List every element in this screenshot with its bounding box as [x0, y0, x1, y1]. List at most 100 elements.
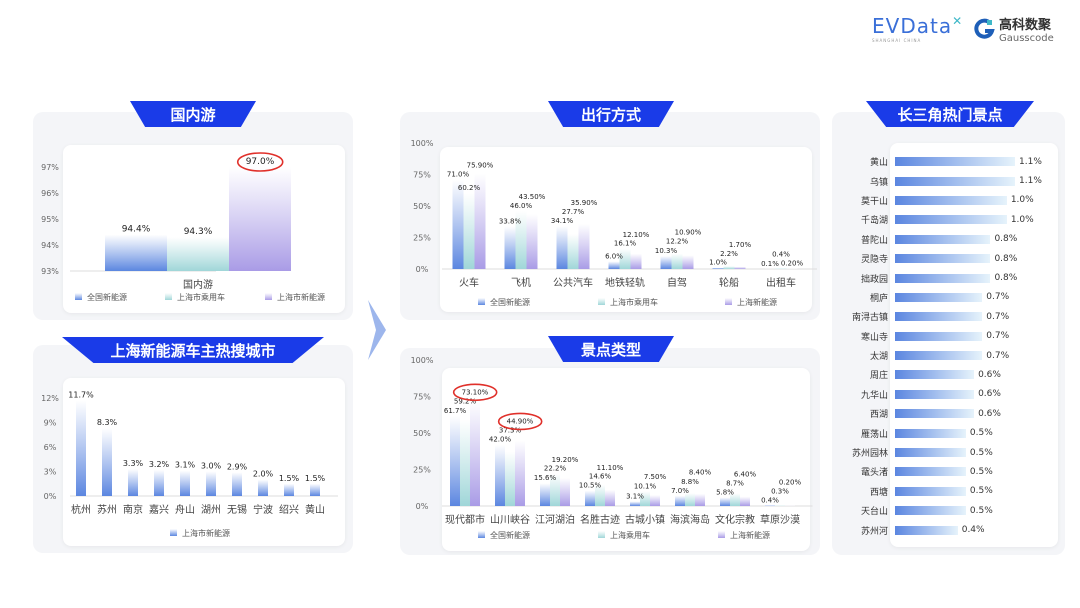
evdata-sub: SHANGHAI CHINA — [872, 38, 922, 43]
legend-label: 全国新能源 — [490, 297, 530, 307]
legend-swatch — [478, 298, 485, 305]
bar — [640, 491, 650, 506]
bar — [540, 483, 550, 506]
bar — [675, 495, 685, 506]
bar — [630, 501, 640, 506]
data-label: 75.90% — [467, 161, 494, 169]
data-label: 0.20% — [779, 479, 802, 487]
legend-label: 全国新能源 — [87, 292, 127, 302]
bar — [567, 234, 579, 269]
y-tick-label: 12% — [41, 394, 59, 403]
data-label: 2.2% — [720, 250, 738, 258]
ranking-bar — [895, 351, 983, 361]
legend-swatch — [165, 293, 172, 300]
legend-label: 上海市新能源 — [182, 528, 230, 538]
bar — [556, 226, 568, 269]
data-label: 16.1% — [614, 240, 637, 248]
ranking-value: 1.1% — [1019, 176, 1042, 187]
bar — [128, 469, 138, 496]
category-label: 江河湖泊 — [535, 514, 575, 526]
ranking-value: 0.5% — [969, 486, 993, 497]
legend-label: 上海乘用车 — [610, 530, 650, 540]
ranking-label: 苏州园林 — [851, 449, 888, 460]
ranking-label: 黄山 — [869, 158, 888, 169]
data-label: 1.0% — [709, 259, 727, 267]
legend-label: 上海市乘用车 — [177, 292, 225, 302]
ranking-value: 1.1% — [1019, 156, 1042, 167]
ranking-value: 1.0% — [1010, 195, 1034, 206]
data-label: 0.3% — [771, 488, 789, 496]
category-label: 湖州 — [201, 504, 221, 516]
category-label: 火车 — [459, 276, 479, 289]
bar — [463, 193, 475, 269]
ranking-bar — [895, 486, 966, 496]
ranking-bar — [895, 195, 1007, 205]
data-label: 7.50% — [644, 473, 667, 481]
ranking-bar — [895, 370, 975, 380]
legend-swatch — [478, 531, 485, 538]
bar — [630, 253, 642, 269]
bar — [685, 493, 695, 506]
data-label: 10.1% — [634, 482, 657, 490]
data-label: 12.10% — [623, 231, 650, 239]
bar — [232, 472, 242, 496]
ranking-bar — [895, 448, 966, 458]
ranking-label: 太湖 — [869, 352, 888, 363]
ranking-value: 0.7% — [986, 311, 1010, 322]
ranking-value: 0.5% — [969, 428, 993, 439]
data-label: 35.90% — [571, 199, 598, 207]
y-tick-label: 25% — [413, 466, 431, 475]
gausscode-mark-icon — [974, 18, 995, 39]
cities-title: 上海新能源车主热搜城市 — [62, 337, 324, 363]
ranking-bar — [895, 292, 983, 302]
legend-swatch — [170, 529, 177, 536]
category-label: 山川峡谷 — [490, 513, 530, 526]
ranking-row: 寒山寺 0.7% — [840, 327, 1060, 346]
ranking-row: 普陀山 0.8% — [840, 230, 1060, 249]
bar — [608, 261, 620, 269]
data-label: 44.90% — [507, 417, 534, 425]
category-label: 公共汽车 — [553, 276, 593, 289]
data-label: 15.6% — [534, 474, 557, 482]
data-label: 10.90% — [675, 228, 702, 236]
data-label: 8.3% — [97, 418, 118, 427]
bar — [650, 495, 660, 506]
ranking-label: 周庄 — [869, 371, 888, 382]
ranking-value: 0.8% — [994, 273, 1018, 284]
ranking-row: 乌镇 1.1% — [840, 171, 1060, 190]
data-label: 27.7% — [562, 208, 585, 216]
bar — [206, 471, 216, 496]
highlight-circle — [497, 412, 543, 431]
bar — [723, 266, 735, 269]
data-label: 94.4% — [122, 225, 151, 235]
ranking-bar — [895, 312, 983, 322]
category-label: 国内游 — [183, 278, 213, 291]
cities-chart: 0% 3% 6% 9% 12% 杭州 苏州 南京 嘉兴 舟山 湖州 无锡 宁波 绍兴 黄山 11.7% 8.3%… — [41, 390, 338, 538]
legend-swatch — [265, 293, 272, 300]
y-tick-label: 100% — [411, 356, 434, 365]
highlight-circle — [236, 152, 284, 172]
legend-label: 上海新能源 — [737, 297, 777, 307]
legend-swatch — [598, 298, 605, 305]
ranking-value: 0.7% — [986, 292, 1010, 303]
bar — [470, 399, 480, 506]
bar — [180, 470, 190, 496]
bar — [720, 497, 730, 506]
bar — [740, 496, 750, 506]
y-tick-label: 95% — [41, 215, 59, 224]
ranking-row: 九华山 0.6% — [840, 385, 1060, 404]
data-label: 8.40% — [689, 469, 712, 477]
ranking-row: 苏州园林 0.5% — [840, 443, 1060, 462]
ranking-value: 0.6% — [978, 408, 1001, 419]
bar — [775, 268, 787, 269]
ranking-row: 西湖 0.6% — [840, 404, 1060, 423]
data-label: 1.5% — [279, 474, 300, 483]
y-tick-label: 0% — [416, 502, 429, 511]
data-label: 3.1% — [175, 461, 196, 470]
domestic-card — [63, 145, 345, 313]
bar — [712, 267, 724, 269]
ranking-row: 拙政园 0.8% — [840, 268, 1060, 287]
data-label: 60.2% — [458, 184, 481, 192]
bar — [229, 167, 291, 271]
bar — [284, 483, 294, 496]
